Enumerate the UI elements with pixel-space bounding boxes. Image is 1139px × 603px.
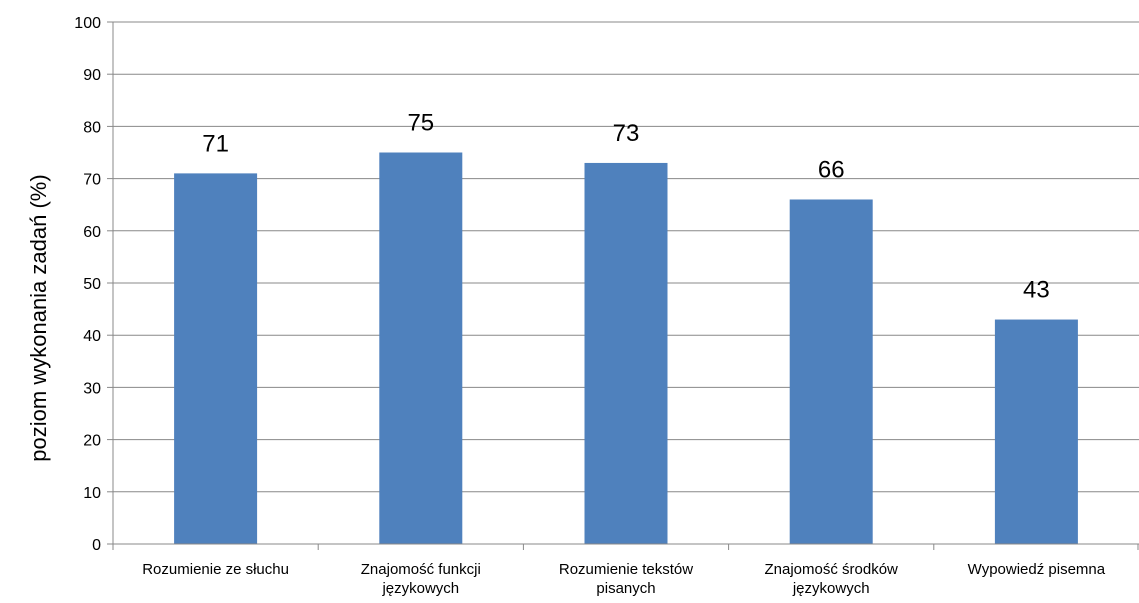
- x-tick-label: Znajomość funkcji: [361, 561, 481, 578]
- y-tick-label: 50: [83, 276, 101, 293]
- x-tick-label: pisanych: [596, 580, 655, 597]
- x-tick-label: językowych: [792, 580, 870, 597]
- y-tick-label: 80: [83, 119, 101, 136]
- x-tick-labels: Rozumienie ze słuchu Znajomość funkcji jęz…: [142, 561, 1106, 597]
- bar-1: [174, 173, 258, 544]
- bar-4: [789, 199, 873, 545]
- x-tick-label: Znajomość środków: [765, 561, 899, 578]
- bar-5: [994, 319, 1078, 544]
- y-tick-label: 10: [83, 485, 101, 502]
- bar-3: [584, 162, 668, 544]
- bar-2: [379, 152, 463, 544]
- y-tick-label: 100: [74, 15, 101, 32]
- x-tick-label: Wypowiedź pisemna: [968, 561, 1106, 578]
- x-tick-label: Rozumienie ze słuchu: [142, 561, 289, 578]
- y-tick-label: 40: [83, 328, 101, 345]
- y-tick-label: 20: [83, 433, 101, 450]
- data-label: 73: [613, 120, 640, 147]
- y-tick-label: 60: [83, 224, 101, 241]
- data-label: 75: [407, 110, 434, 137]
- y-axis-label: poziom wykonania zadań (%): [26, 174, 51, 461]
- data-label: 71: [202, 130, 229, 157]
- y-tick-label: 0: [92, 537, 101, 554]
- x-tick-label: Rozumienie tekstów: [559, 561, 693, 578]
- bars: [174, 152, 1078, 545]
- y-tick-label: 30: [83, 380, 101, 397]
- x-tick-label: językowych: [381, 580, 459, 597]
- y-tick-label: 70: [83, 172, 101, 189]
- data-label: 43: [1023, 277, 1050, 304]
- y-tick-labels: 0 10 20 30 40 50 60 70 80 90 100: [74, 15, 101, 554]
- data-labels: 71 75 73 66 43: [202, 110, 1050, 304]
- y-tick-label: 90: [83, 67, 101, 84]
- data-label: 66: [818, 156, 845, 183]
- axes: [112, 22, 1139, 550]
